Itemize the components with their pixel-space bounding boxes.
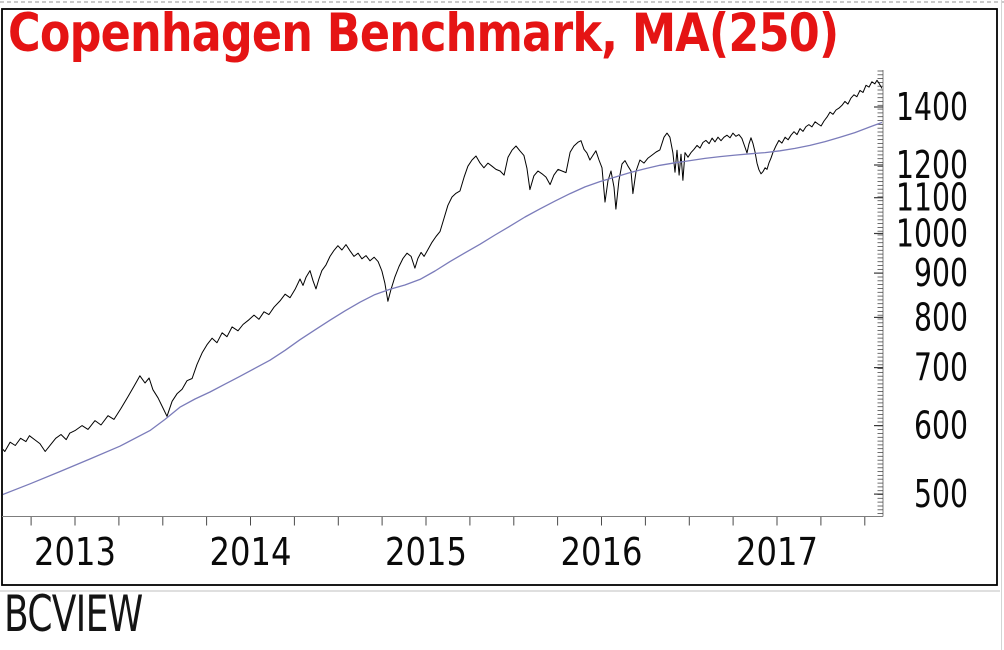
x-axis-label: 2016 <box>561 530 643 574</box>
y-axis <box>874 70 884 517</box>
x-axis-label: 2013 <box>34 530 116 574</box>
price-line <box>3 79 882 452</box>
y-axis-label: 900 <box>914 251 968 295</box>
y-axis-label: 1100 <box>896 176 968 220</box>
x-axis-labels: 2013 2014 2015 2016 2017 <box>34 530 818 574</box>
chart-title: Copenhagen Benchmark, MA(250) <box>8 3 839 64</box>
ma-line <box>3 121 882 496</box>
x-axis-label: 2015 <box>385 530 467 574</box>
y-axis-label: 600 <box>914 404 968 448</box>
y-axis-label: 700 <box>914 346 968 390</box>
y-axis-label: 1000 <box>896 212 968 256</box>
y-axis-label: 500 <box>914 472 968 516</box>
x-axis <box>2 516 883 526</box>
y-axis-label: 1200 <box>896 143 968 187</box>
watermark-bcview: BCVIEW <box>4 585 143 643</box>
x-axis-label: 2014 <box>210 530 292 574</box>
y-axis-label: 1400 <box>896 85 968 129</box>
y-axis-label: 800 <box>914 295 968 339</box>
chart-frame <box>1 8 998 586</box>
x-axis-label: 2017 <box>736 530 818 574</box>
